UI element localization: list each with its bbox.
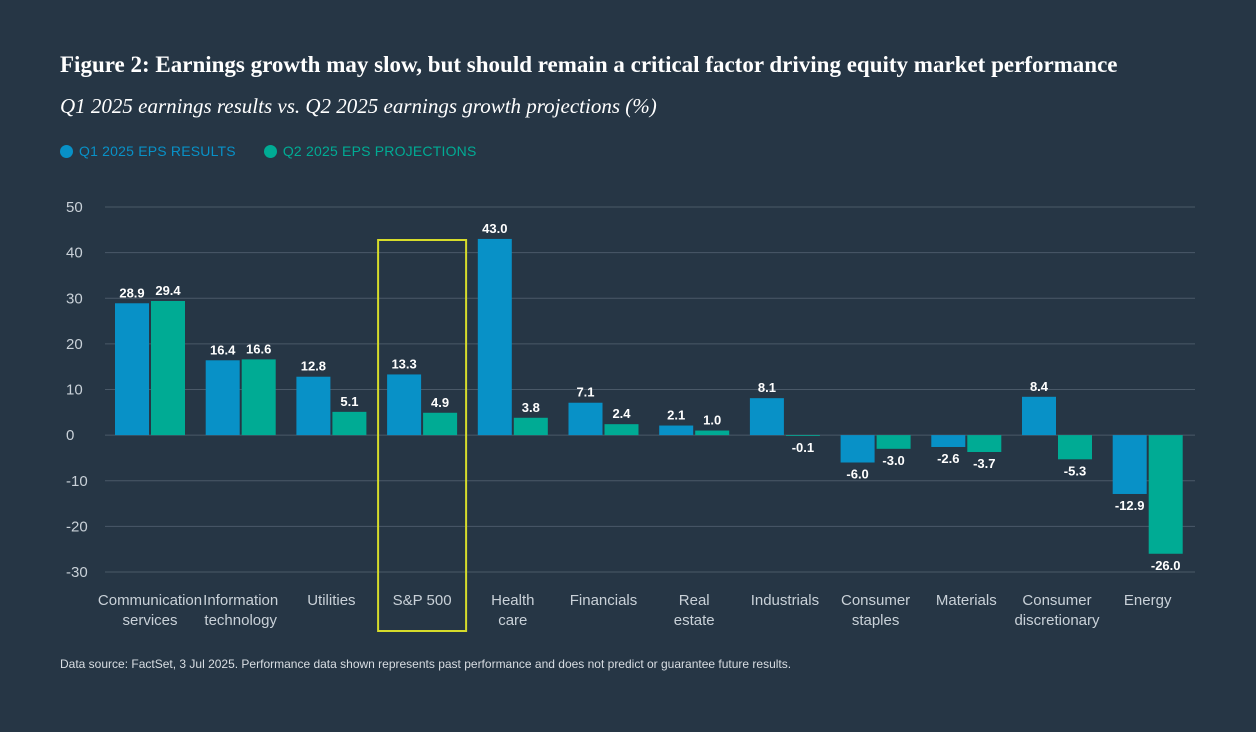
y-tick-label: -20 xyxy=(66,518,88,535)
data-label: 28.9 xyxy=(119,285,144,300)
data-label: -0.1 xyxy=(792,440,814,455)
bar-chart: 50 40 30 20 10 0 -10 -20 -30 28.9 29.4 Communicatio… xyxy=(66,199,1195,632)
data-label: -26.0 xyxy=(1151,558,1181,573)
legend-label-q1: Q1 2025 EPS RESULTS xyxy=(79,143,236,159)
y-tick-label: 50 xyxy=(66,199,83,216)
y-tick-label: 20 xyxy=(66,336,83,353)
bar-q2 xyxy=(1058,435,1092,460)
legend-item-q2: Q2 2025 EPS PROJECTIONS xyxy=(263,143,477,159)
x-category-label: Materials xyxy=(936,592,997,609)
x-category-label: Energy xyxy=(1124,592,1172,609)
data-label: 16.6 xyxy=(246,341,271,356)
bar-q2 xyxy=(241,359,276,436)
y-tick-label: 0 xyxy=(66,427,74,444)
bar-q2 xyxy=(513,417,548,436)
data-label: 1.0 xyxy=(703,413,721,428)
x-category-label: Utilities xyxy=(307,592,355,609)
x-category-label: Industrials xyxy=(751,592,819,609)
chart-subtitle: Q1 2025 earnings results vs. Q2 2025 ear… xyxy=(60,94,657,118)
bar-q2 xyxy=(785,435,820,436)
bar-q1 xyxy=(205,360,240,436)
bar-q1 xyxy=(1022,396,1056,436)
data-label: 12.8 xyxy=(301,359,326,374)
data-label: 29.4 xyxy=(155,283,181,298)
bar-q2 xyxy=(695,430,730,436)
bar-q1 xyxy=(659,425,694,436)
x-category-label: technology xyxy=(204,612,277,629)
bar-q2 xyxy=(423,412,458,436)
x-category-label: Consumer xyxy=(1022,592,1091,609)
data-label: -12.9 xyxy=(1115,498,1145,513)
x-category-label: staples xyxy=(852,612,900,629)
bar-q2 xyxy=(1148,435,1183,554)
bar-q2 xyxy=(151,300,185,436)
data-label: 16.4 xyxy=(210,342,236,357)
x-category-label: Information xyxy=(203,592,278,609)
data-label: 5.1 xyxy=(340,394,358,409)
x-category-label: care xyxy=(498,612,527,629)
data-label: 8.1 xyxy=(758,380,776,395)
data-label: -3.0 xyxy=(882,453,904,468)
x-category-label: S&P 500 xyxy=(393,592,452,609)
bar-q1 xyxy=(115,303,149,436)
legend-swatch-q2 xyxy=(263,144,277,158)
bar-q2 xyxy=(876,435,911,449)
data-label: 7.1 xyxy=(576,385,594,400)
data-label: 4.9 xyxy=(431,395,449,410)
highlight-box xyxy=(377,239,468,632)
chart-title: Figure 2: Earnings growth may slow, but … xyxy=(60,52,1118,77)
data-label: -6.0 xyxy=(846,467,868,482)
data-label: 13.3 xyxy=(391,356,416,371)
bar-q2 xyxy=(967,435,1002,453)
y-tick-label: 40 xyxy=(66,245,83,262)
bar-q2 xyxy=(332,411,367,436)
bar-q1 xyxy=(568,402,603,436)
data-label: 43.0 xyxy=(482,221,507,236)
legend-label-q2: Q2 2025 EPS PROJECTIONS xyxy=(282,143,477,159)
x-category-label: estate xyxy=(674,612,715,629)
data-label: -2.6 xyxy=(937,451,959,466)
bar-q1 xyxy=(477,238,512,436)
bar-q1 xyxy=(931,435,966,447)
data-label: 2.4 xyxy=(612,406,631,421)
x-category-label: Health xyxy=(491,592,534,609)
x-category-label: Real xyxy=(679,592,710,609)
x-category-label: discretionary xyxy=(1014,612,1100,629)
bar-q2 xyxy=(604,424,639,436)
bar-q1 xyxy=(296,376,331,436)
data-label: 2.1 xyxy=(667,408,685,423)
x-category-label: services xyxy=(122,612,177,629)
x-category-label: Communication xyxy=(98,592,202,609)
x-category-label: Consumer xyxy=(841,592,910,609)
data-label: -5.3 xyxy=(1064,463,1086,478)
data-label: 8.4 xyxy=(1030,379,1049,394)
x-category-label: Financials xyxy=(570,592,638,609)
legend-swatch-q1 xyxy=(60,144,73,158)
chart-legend: Q1 2025 EPS RESULTS Q2 2025 EPS PROJECTI… xyxy=(60,143,477,159)
y-tick-label: -10 xyxy=(66,473,88,490)
data-label: -3.7 xyxy=(973,456,995,471)
bar-q1 xyxy=(749,398,784,436)
y-tick-label: 30 xyxy=(66,290,83,307)
footnote: Data source: FactSet, 3 Jul 2025. Perfor… xyxy=(60,657,792,671)
y-tick-label: 10 xyxy=(66,382,83,399)
bar-q1 xyxy=(840,435,875,463)
bar-q1 xyxy=(387,374,422,436)
legend-item-q1: Q1 2025 EPS RESULTS xyxy=(60,143,236,159)
y-tick-label: -30 xyxy=(66,564,88,581)
data-label: 3.8 xyxy=(522,400,540,415)
bar-q1 xyxy=(1112,435,1147,494)
